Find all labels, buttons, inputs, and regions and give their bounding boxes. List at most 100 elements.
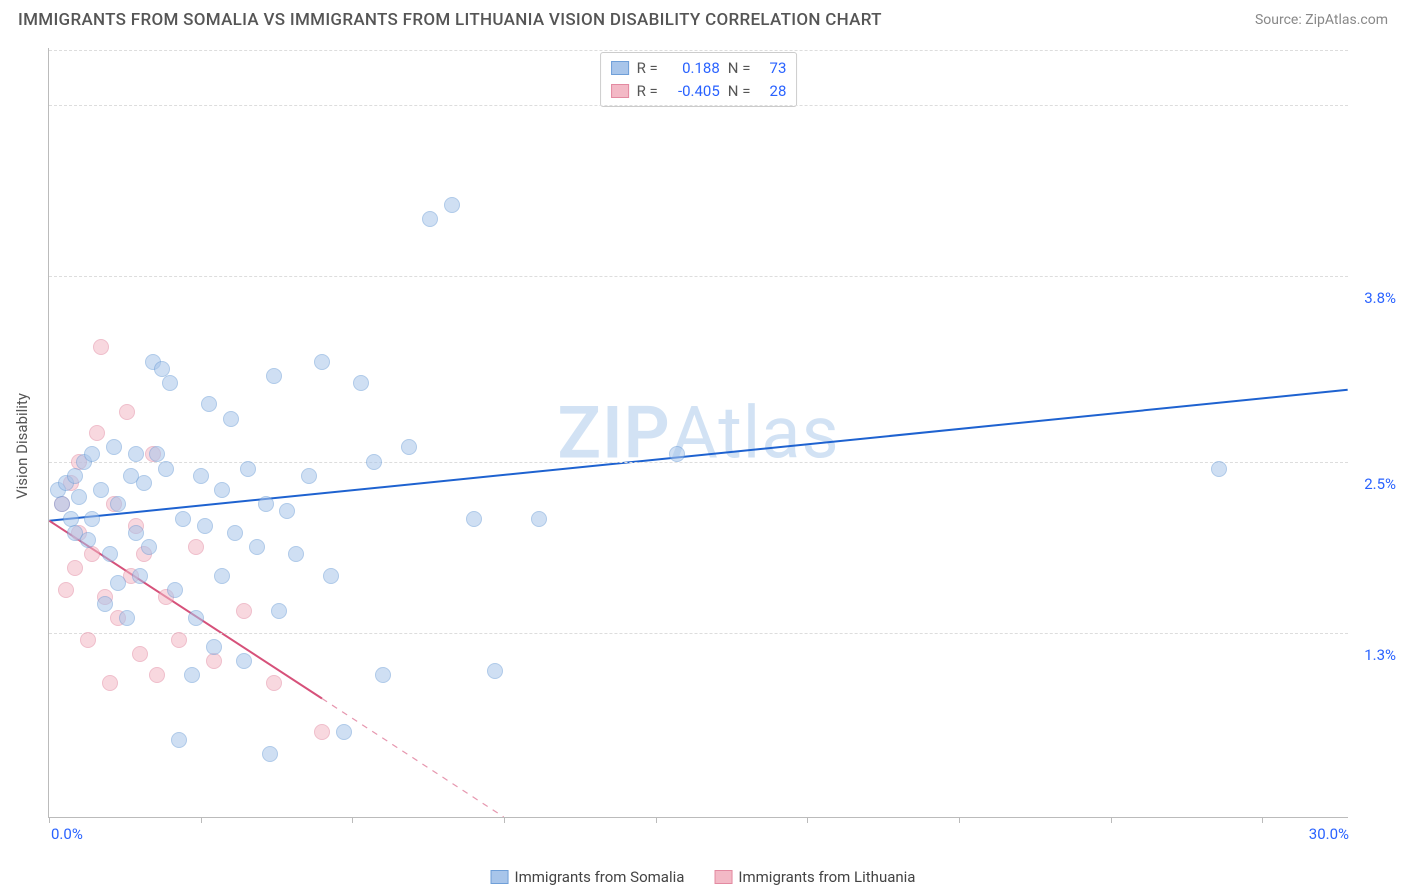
x-tick <box>352 817 353 823</box>
scatter-point <box>84 511 100 527</box>
scatter-point <box>89 425 105 441</box>
gridline <box>49 633 1348 634</box>
scatter-point <box>184 667 200 683</box>
y-axis-label: Vision Disability <box>13 393 31 499</box>
scatter-point <box>71 489 87 505</box>
scatter-point <box>223 411 239 427</box>
scatter-point <box>214 482 230 498</box>
scatter-point <box>97 596 113 612</box>
x-tick-label: 0.0% <box>51 825 83 843</box>
scatter-point <box>1211 461 1227 477</box>
scatter-point <box>132 568 148 584</box>
scatter-point <box>149 667 165 683</box>
r-value-lithuania: -0.405 <box>666 80 720 103</box>
scatter-point <box>128 446 144 462</box>
scatter-point <box>266 675 282 691</box>
scatter-point <box>314 354 330 370</box>
scatter-point <box>106 439 122 455</box>
legend-swatch-somalia-bottom <box>491 870 509 884</box>
scatter-point <box>240 461 256 477</box>
source-label: Source: ZipAtlas.com <box>1255 12 1388 28</box>
scatter-point <box>258 496 274 512</box>
scatter-point <box>236 653 252 669</box>
legend-label-somalia: Immigrants from Somalia <box>515 868 685 886</box>
y-tick-label: 3.8% <box>1352 289 1396 307</box>
scatter-point <box>375 667 391 683</box>
scatter-point <box>197 518 213 534</box>
scatter-point <box>401 439 417 455</box>
scatter-point <box>366 454 382 470</box>
scatter-point <box>279 503 295 519</box>
scatter-point <box>353 375 369 391</box>
scatter-point <box>136 475 152 491</box>
scatter-point <box>171 632 187 648</box>
chart-title: IMMIGRANTS FROM SOMALIA VS IMMIGRANTS FR… <box>18 10 882 30</box>
n-value-somalia: 73 <box>758 57 786 80</box>
scatter-point <box>193 468 209 484</box>
scatter-point <box>167 582 183 598</box>
x-tick-label: 30.0% <box>1309 825 1349 843</box>
scatter-point <box>236 603 252 619</box>
scatter-point <box>188 539 204 555</box>
scatter-point <box>444 197 460 213</box>
scatter-point <box>188 610 204 626</box>
scatter-point <box>227 525 243 541</box>
scatter-point <box>67 560 83 576</box>
scatter-point <box>58 582 74 598</box>
gridline <box>49 276 1348 277</box>
scatter-point <box>206 653 222 669</box>
scatter-point <box>266 368 282 384</box>
x-tick <box>807 817 808 823</box>
scatter-point <box>80 532 96 548</box>
scatter-point <box>162 375 178 391</box>
scatter-point <box>128 525 144 541</box>
regression-lines <box>49 48 1348 817</box>
scatter-point <box>175 511 191 527</box>
scatter-point <box>301 468 317 484</box>
n-value-lithuania: 28 <box>758 80 786 103</box>
x-tick <box>49 817 50 823</box>
scatter-point <box>271 603 287 619</box>
scatter-point <box>119 610 135 626</box>
x-tick <box>201 817 202 823</box>
scatter-point <box>132 646 148 662</box>
y-tick-label: 2.5% <box>1352 475 1396 493</box>
scatter-point <box>84 446 100 462</box>
series-legend: Immigrants from Somalia Immigrants from … <box>491 868 916 886</box>
x-tick <box>959 817 960 823</box>
scatter-point <box>323 568 339 584</box>
y-tick-label: 1.3% <box>1352 646 1396 664</box>
legend-swatch-lithuania <box>611 84 629 98</box>
scatter-point <box>67 468 83 484</box>
scatter-point <box>119 404 135 420</box>
scatter-point <box>102 546 118 562</box>
scatter-point <box>158 461 174 477</box>
scatter-point <box>288 546 304 562</box>
legend-swatch-somalia <box>611 61 629 75</box>
chart-area: ZIPAtlas R = 0.188 N = 73 R = -0.405 N =… <box>48 48 1348 818</box>
scatter-point <box>84 546 100 562</box>
scatter-point <box>466 511 482 527</box>
scatter-point <box>422 211 438 227</box>
gridline <box>49 105 1348 106</box>
scatter-point <box>531 511 547 527</box>
correlation-legend: R = 0.188 N = 73 R = -0.405 N = 28 <box>600 52 798 107</box>
scatter-point <box>336 724 352 740</box>
x-tick <box>1111 817 1112 823</box>
legend-label-lithuania: Immigrants from Lithuania <box>738 868 915 886</box>
scatter-point <box>110 496 126 512</box>
scatter-point <box>314 724 330 740</box>
scatter-point <box>487 663 503 679</box>
scatter-point <box>102 675 118 691</box>
scatter-point <box>262 746 278 762</box>
scatter-point <box>93 339 109 355</box>
x-tick <box>656 817 657 823</box>
scatter-point <box>669 446 685 462</box>
scatter-point <box>110 575 126 591</box>
x-tick <box>1262 817 1263 823</box>
scatter-point <box>80 632 96 648</box>
scatter-point <box>249 539 265 555</box>
scatter-point <box>206 639 222 655</box>
scatter-point <box>201 396 217 412</box>
scatter-point <box>93 482 109 498</box>
